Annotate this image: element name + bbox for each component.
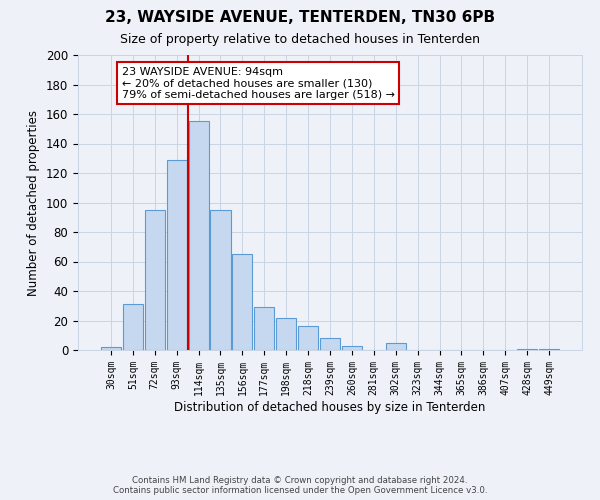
Text: Size of property relative to detached houses in Tenterden: Size of property relative to detached ho… [120, 32, 480, 46]
Bar [386, 342, 406, 350]
Bar [517, 348, 537, 350]
Bar [276, 318, 296, 350]
Text: Contains HM Land Registry data © Crown copyright and database right 2024.
Contai: Contains HM Land Registry data © Crown c… [113, 476, 487, 495]
Bar [211, 210, 230, 350]
Text: 23, WAYSIDE AVENUE, TENTERDEN, TN30 6PB: 23, WAYSIDE AVENUE, TENTERDEN, TN30 6PB [105, 10, 495, 25]
Text: 23 WAYSIDE AVENUE: 94sqm
← 20% of detached houses are smaller (130)
79% of semi-: 23 WAYSIDE AVENUE: 94sqm ← 20% of detach… [122, 67, 395, 100]
Bar [342, 346, 362, 350]
X-axis label: Distribution of detached houses by size in Tenterden: Distribution of detached houses by size … [175, 400, 485, 413]
Bar [298, 326, 318, 350]
Bar [320, 338, 340, 350]
Bar [254, 307, 274, 350]
Bar [145, 210, 165, 350]
Bar [101, 347, 121, 350]
Bar [232, 254, 253, 350]
Y-axis label: Number of detached properties: Number of detached properties [28, 110, 40, 296]
Bar [167, 160, 187, 350]
Bar [123, 304, 143, 350]
Bar [188, 122, 209, 350]
Bar [539, 348, 559, 350]
